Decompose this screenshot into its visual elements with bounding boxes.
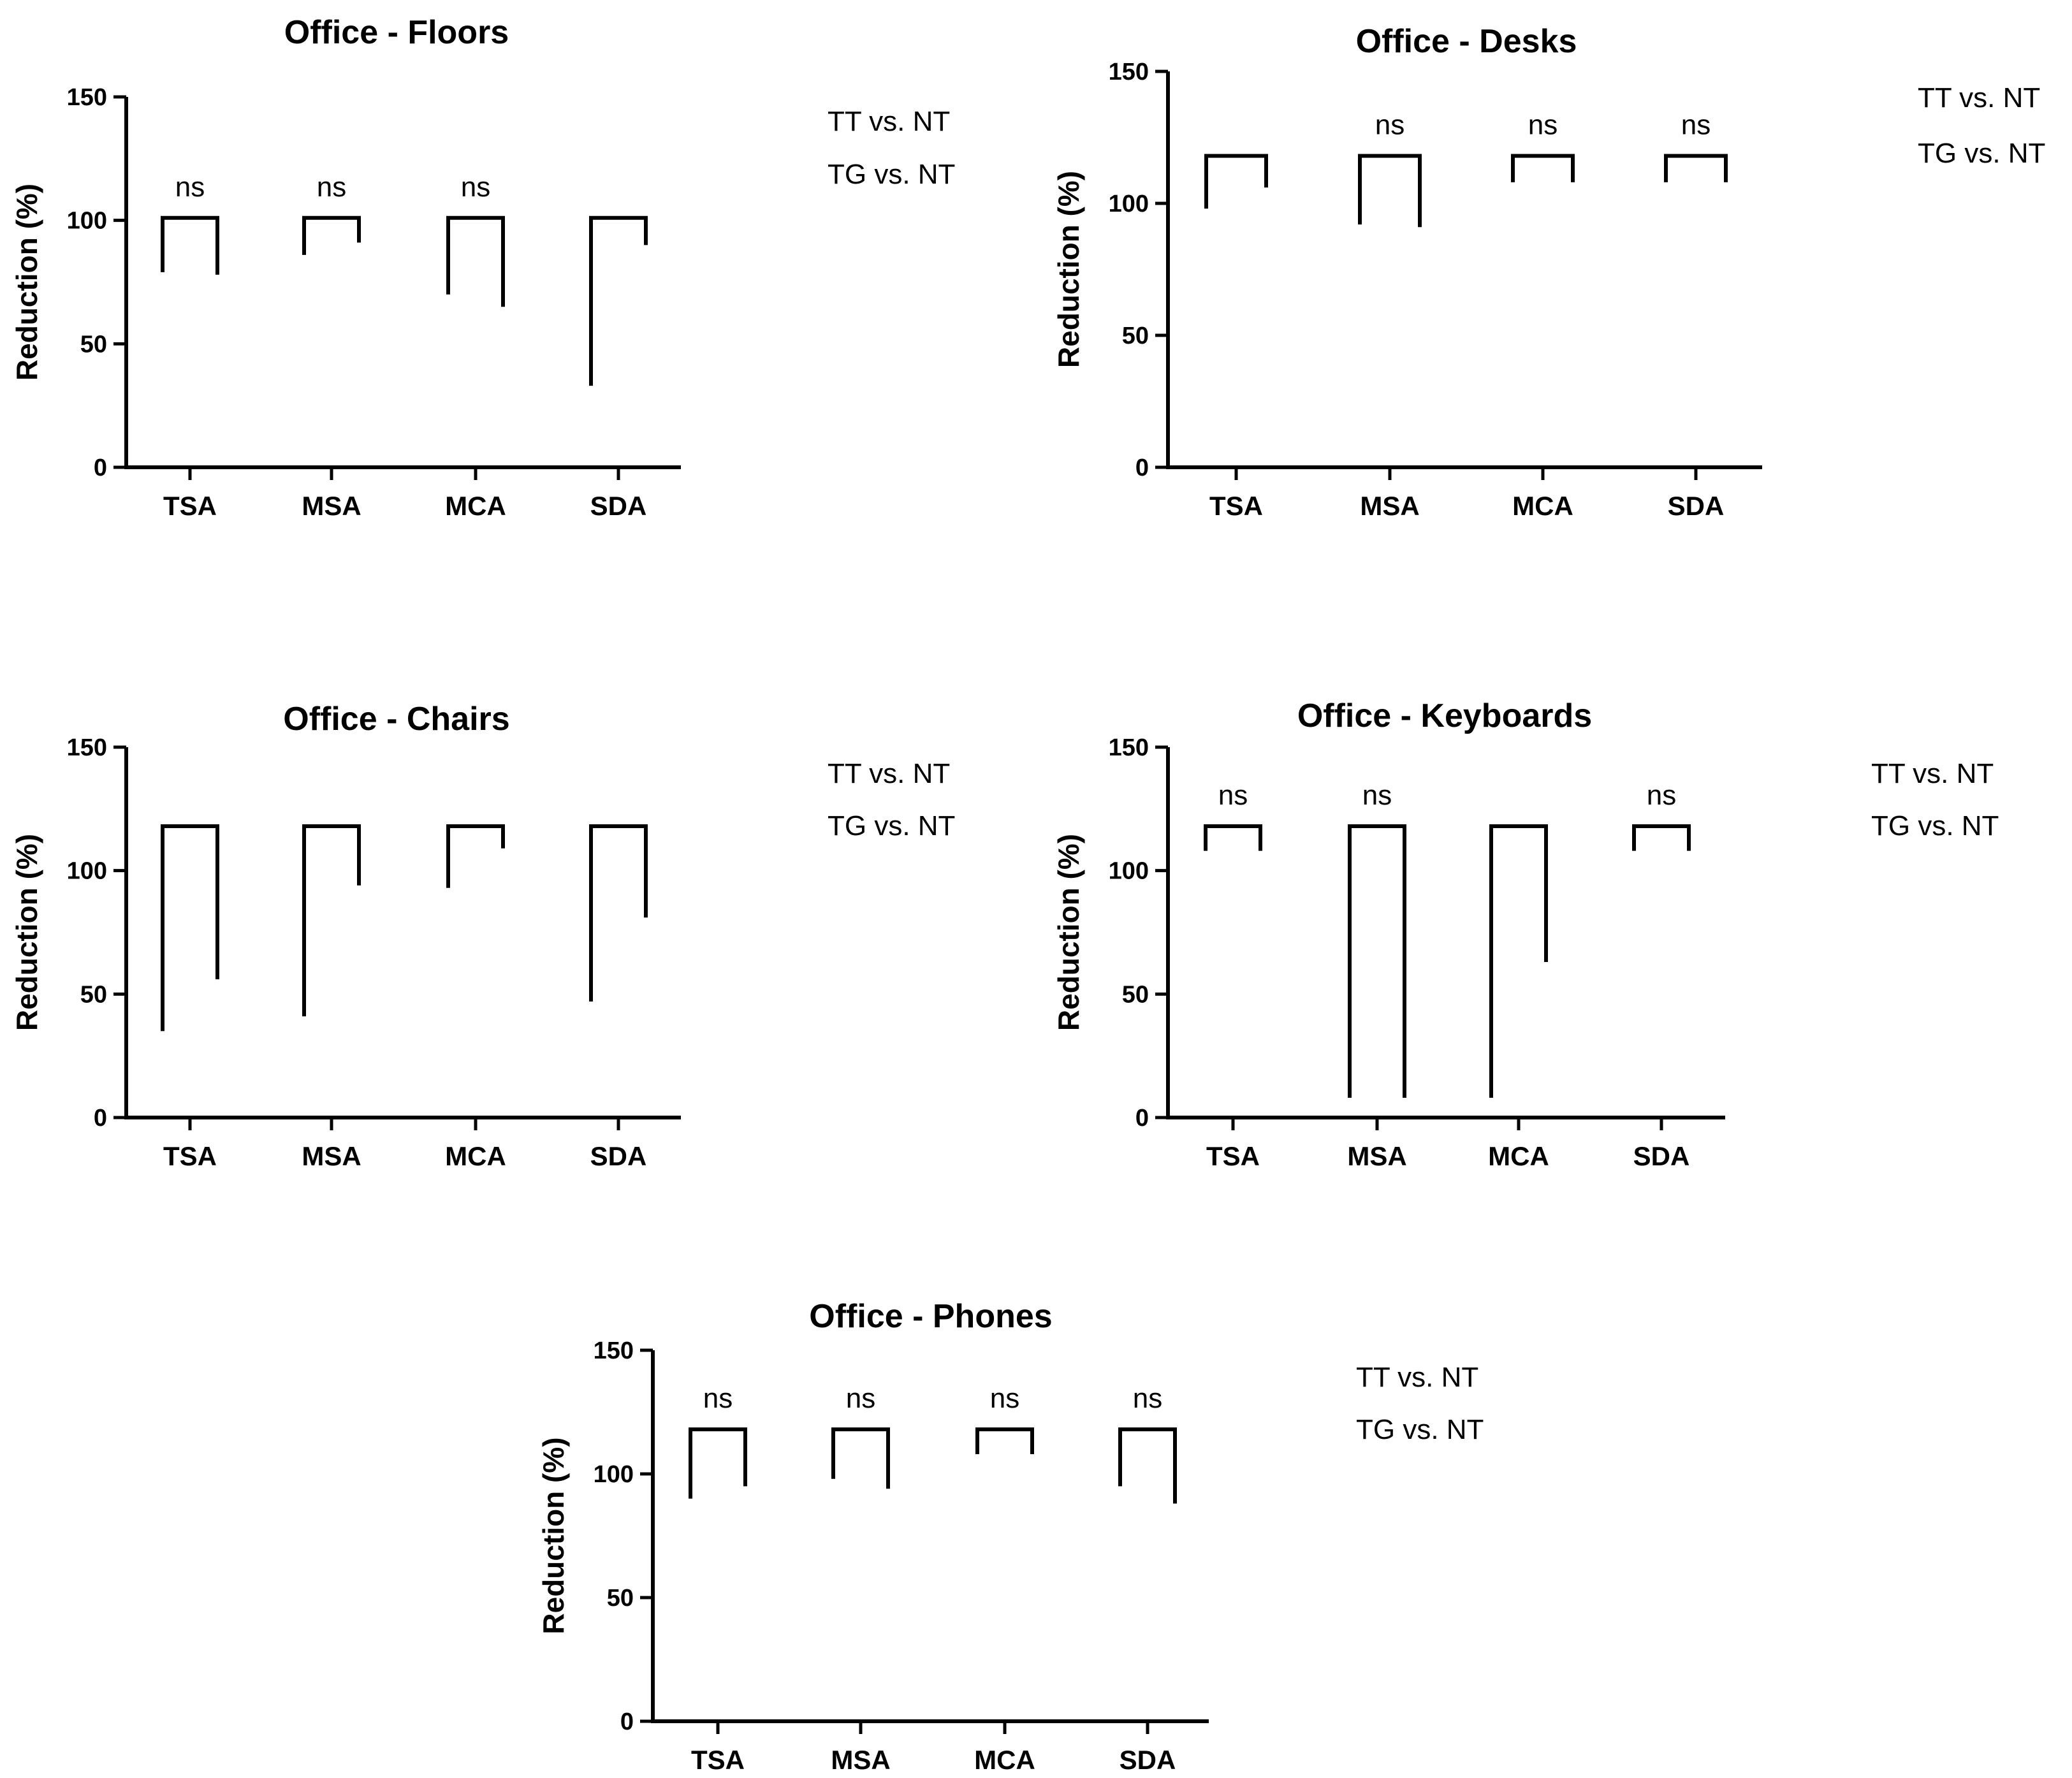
significance-label: ns [1133,1383,1162,1414]
legend-entry: TT vs. NT [1356,1362,1478,1393]
y-axis-label: Reduction (%) [1052,834,1085,1031]
y-tick-label: 0 [94,1105,107,1132]
y-tick-label: 0 [1135,455,1149,481]
y-tick-label: 50 [1122,981,1149,1008]
significance-label: ns [1362,780,1392,811]
bracket-tsa [689,1427,747,1499]
x-tick-label: SDA [590,1141,647,1171]
chart-panel-5: Office - Phones Reduction (%) 0 50 100 150 TSA… [537,1298,1484,1775]
y-tick-label: 0 [94,455,107,481]
legend-entry: TT vs. NT [1918,82,2040,113]
chart-panel-4: Office - Keyboards Reduction (%) 0 50 100 150… [1052,697,1999,1171]
x-tick-label: SDA [1633,1141,1690,1171]
y-tick-label: 100 [67,208,107,235]
legend-entry: TG vs. NT [1356,1414,1484,1445]
y-tick-label: 150 [1109,59,1149,85]
bracket-sda [589,824,648,1002]
legend-entry: TG vs. NT [1918,138,2045,169]
x-tick-label: SDA [1120,1745,1176,1775]
significance-label: ns [1681,109,1711,140]
chart-title: Office - Keyboards [1297,697,1592,734]
chart-title: Office - Desks [1356,23,1577,60]
bracket-tsa [1204,824,1262,851]
bracket-msa [1348,824,1406,1098]
significance-label: ns [175,171,205,203]
x-tick-label: MSA [302,1141,361,1171]
y-tick-label: 100 [1109,858,1149,885]
x-tick-label: TSA [691,1745,745,1775]
bracket-tsa [161,215,219,275]
chart-title: Office - Floors [284,14,509,51]
chart-panel-1: Office - Floors Reduction (%) 0 50 100 150 TSA… [10,14,955,521]
y-axis-label: Reduction (%) [1052,171,1085,368]
x-tick-label: MCA [445,491,506,521]
y-axis-label: Reduction (%) [10,184,43,381]
y-tick-label: 50 [80,981,107,1008]
x-tick-label: MSA [1360,491,1419,521]
y-tick-label: 100 [67,858,107,885]
y-tick-label: 0 [620,1709,634,1735]
y-tick-label: 100 [1109,191,1149,217]
chart-title: Office - Phones [809,1298,1052,1335]
legend-entry: TG vs. NT [828,810,955,842]
x-tick-label: MCA [445,1141,506,1171]
bracket-msa [302,215,361,255]
bracket-msa [831,1427,890,1489]
significance-label: ns [703,1383,733,1414]
chart-panel-3: Office - Chairs Reduction (%) 0 50 100 150 TSA… [10,701,955,1171]
x-tick-label: MCA [1512,491,1573,521]
bracket-sda [1632,824,1691,851]
significance-label: ns [1218,780,1248,811]
bracket-tsa [1204,154,1268,209]
bracket-msa [1358,154,1422,228]
x-tick-label: TSA [1206,1141,1260,1171]
legend-entry: TG vs. NT [1871,810,1999,842]
bracket-mca [1511,154,1575,182]
bracket-msa [302,824,361,1017]
x-tick-label: MSA [831,1745,890,1775]
significance-label: ns [1647,780,1676,811]
bracket-mca [975,1427,1034,1454]
significance-label: ns [846,1383,875,1414]
y-tick-label: 100 [594,1461,634,1488]
significance-label: ns [317,171,346,203]
y-tick-label: 150 [67,734,107,761]
bracket-sda [589,215,648,386]
chart-panel-2: Office - Desks Reduction (%) 0 50 100 150 TSA M… [1052,23,2045,521]
y-tick-label: 150 [594,1337,634,1364]
y-axis-label: Reduction (%) [10,834,43,1031]
x-tick-label: TSA [1209,491,1263,521]
x-tick-label: TSA [163,491,217,521]
significance-label: ns [990,1383,1019,1414]
x-tick-label: SDA [1668,491,1725,521]
significance-label: ns [461,171,490,203]
y-tick-label: 150 [67,84,107,111]
significance-label: ns [1528,109,1558,140]
bracket-sda [1118,1427,1177,1504]
x-tick-label: MSA [1347,1141,1406,1171]
x-tick-label: SDA [590,491,647,521]
legend-entry: TT vs. NT [828,758,950,789]
chart-title: Office - Chairs [283,701,509,738]
y-axis-label: Reduction (%) [537,1437,570,1634]
y-tick-label: 50 [607,1585,634,1612]
legend-entry: TT vs. NT [1871,758,1994,789]
y-tick-label: 0 [1135,1105,1149,1132]
y-tick-label: 150 [1109,734,1149,761]
y-tick-label: 50 [1122,323,1149,349]
significance-label: ns [1375,109,1404,140]
legend-entry: TT vs. NT [828,106,950,137]
x-tick-label: TSA [163,1141,217,1171]
bracket-tsa [161,824,219,1031]
bracket-mca [446,215,505,307]
x-tick-label: MCA [974,1745,1035,1775]
legend-entry: TG vs. NT [828,159,955,190]
bracket-mca [1489,824,1548,1098]
bracket-mca [446,824,505,888]
x-tick-label: MCA [1488,1141,1549,1171]
y-tick-label: 50 [80,331,107,358]
bracket-sda [1664,154,1728,182]
x-tick-label: MSA [302,491,361,521]
